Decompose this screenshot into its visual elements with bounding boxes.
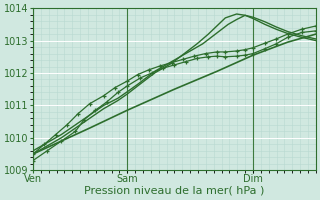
X-axis label: Pression niveau de la mer( hPa ): Pression niveau de la mer( hPa ) [84, 186, 265, 196]
